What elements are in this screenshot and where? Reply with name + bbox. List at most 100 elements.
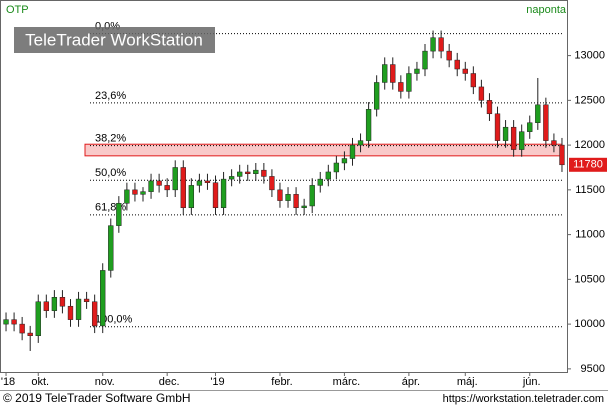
candle-body [180,167,186,209]
candle-body [188,185,195,209]
candle-body [462,68,468,74]
candle-body [333,162,340,173]
last-price: 11780 [573,159,603,171]
watermark-box [14,27,215,53]
x-tick-label: jún. [522,376,541,388]
candle-body [527,122,533,132]
watermark: TeleTrader WorkStation [25,30,203,49]
candle-body [365,109,372,141]
y-tick-label: 11000 [575,229,605,241]
candle-body [253,169,259,174]
candle-body [341,158,348,164]
candle-body [269,176,275,191]
last-price-box [569,157,607,172]
candle-body [172,167,178,191]
candle-body [486,100,493,115]
y-tick-label: 12500 [574,94,605,106]
candle-body [11,319,17,325]
candle-body [406,73,412,92]
y-tick-label: 11500 [575,184,605,196]
chart-subtitle: naponta [526,4,567,16]
x-tick-label: dec. [159,376,180,388]
level-label: 0,0% [95,21,120,33]
candle-body [309,185,315,207]
candle-body [100,270,106,327]
candle-body [470,73,477,88]
candle-body [196,180,203,186]
chart-title: OTP [6,4,29,16]
candle-body [510,126,517,150]
candle-body [140,191,146,195]
candle-body [124,189,130,204]
candle-body [325,171,331,180]
candle-body [261,169,267,177]
y-tick-label: 10500 [574,273,605,285]
candle-body [494,113,501,141]
candle-body [502,126,509,141]
level-label: 38,2% [95,133,126,145]
candle-body [478,86,485,101]
candle-body [51,297,58,311]
candle-body [35,301,41,337]
candle-body [446,50,452,61]
candle-body [277,189,283,201]
candle-body [43,301,49,311]
x-tick-label: máj. [457,376,478,388]
candle-body [390,64,396,83]
candle-body [285,194,291,201]
candle-body [543,104,549,141]
candle-body [357,140,364,146]
candle-body [3,319,9,325]
candle-body [414,68,420,74]
candle-body [535,104,541,123]
copyright: © 2019 TeleTrader Software GmbH [3,391,191,405]
x-tick-label: ápr. [402,376,420,388]
candle-body [317,178,323,186]
candle-body [438,37,444,52]
candle-body [293,194,299,209]
candle-body [373,82,380,110]
candle-body [156,180,162,186]
level-label: 23,6% [95,90,126,102]
x-tick-label: '18 [1,376,15,388]
candle-body [27,332,33,337]
level-label: 50,0% [95,167,126,179]
candle-body [454,59,460,70]
candle-body [245,171,251,174]
y-tick-label: 12000 [574,139,605,151]
candle-body [108,225,114,271]
candle-body [148,180,154,192]
plot-area: 0,0%23,6%38,2%50,0%61,8%100,0% [3,21,565,351]
candle-body [519,131,525,150]
candle-body [349,144,356,159]
candle-body [204,180,211,183]
plot-frame [0,0,568,373]
candle-body [67,305,74,320]
candle-body [59,297,66,307]
x-tick-label: febr. [271,376,292,388]
x-tick-label: nov. [95,376,115,388]
candle-body [551,140,557,146]
x-tick-label: okt. [31,376,49,388]
candle-body [430,37,436,52]
candle-body [422,50,428,70]
level-label: 61,8% [95,202,126,214]
candle-body [228,176,235,180]
candle-body [164,185,170,191]
candle-body [237,171,243,177]
candle-body [212,182,219,209]
y-tick-label: 10000 [574,318,605,330]
candle-body [398,82,404,92]
candle-body [19,323,25,334]
footer-url: https://workstation.teletrader.com [443,393,604,405]
candle-body [382,64,388,83]
candle-body [75,298,82,320]
x-tick-label: márc. [333,376,361,388]
candle-body [83,298,90,302]
x-tick-label: '19 [210,376,224,388]
y-tick-label: 9500 [581,363,605,375]
candle-body [301,205,307,209]
candle-body [559,144,565,166]
candle-body [132,189,138,195]
